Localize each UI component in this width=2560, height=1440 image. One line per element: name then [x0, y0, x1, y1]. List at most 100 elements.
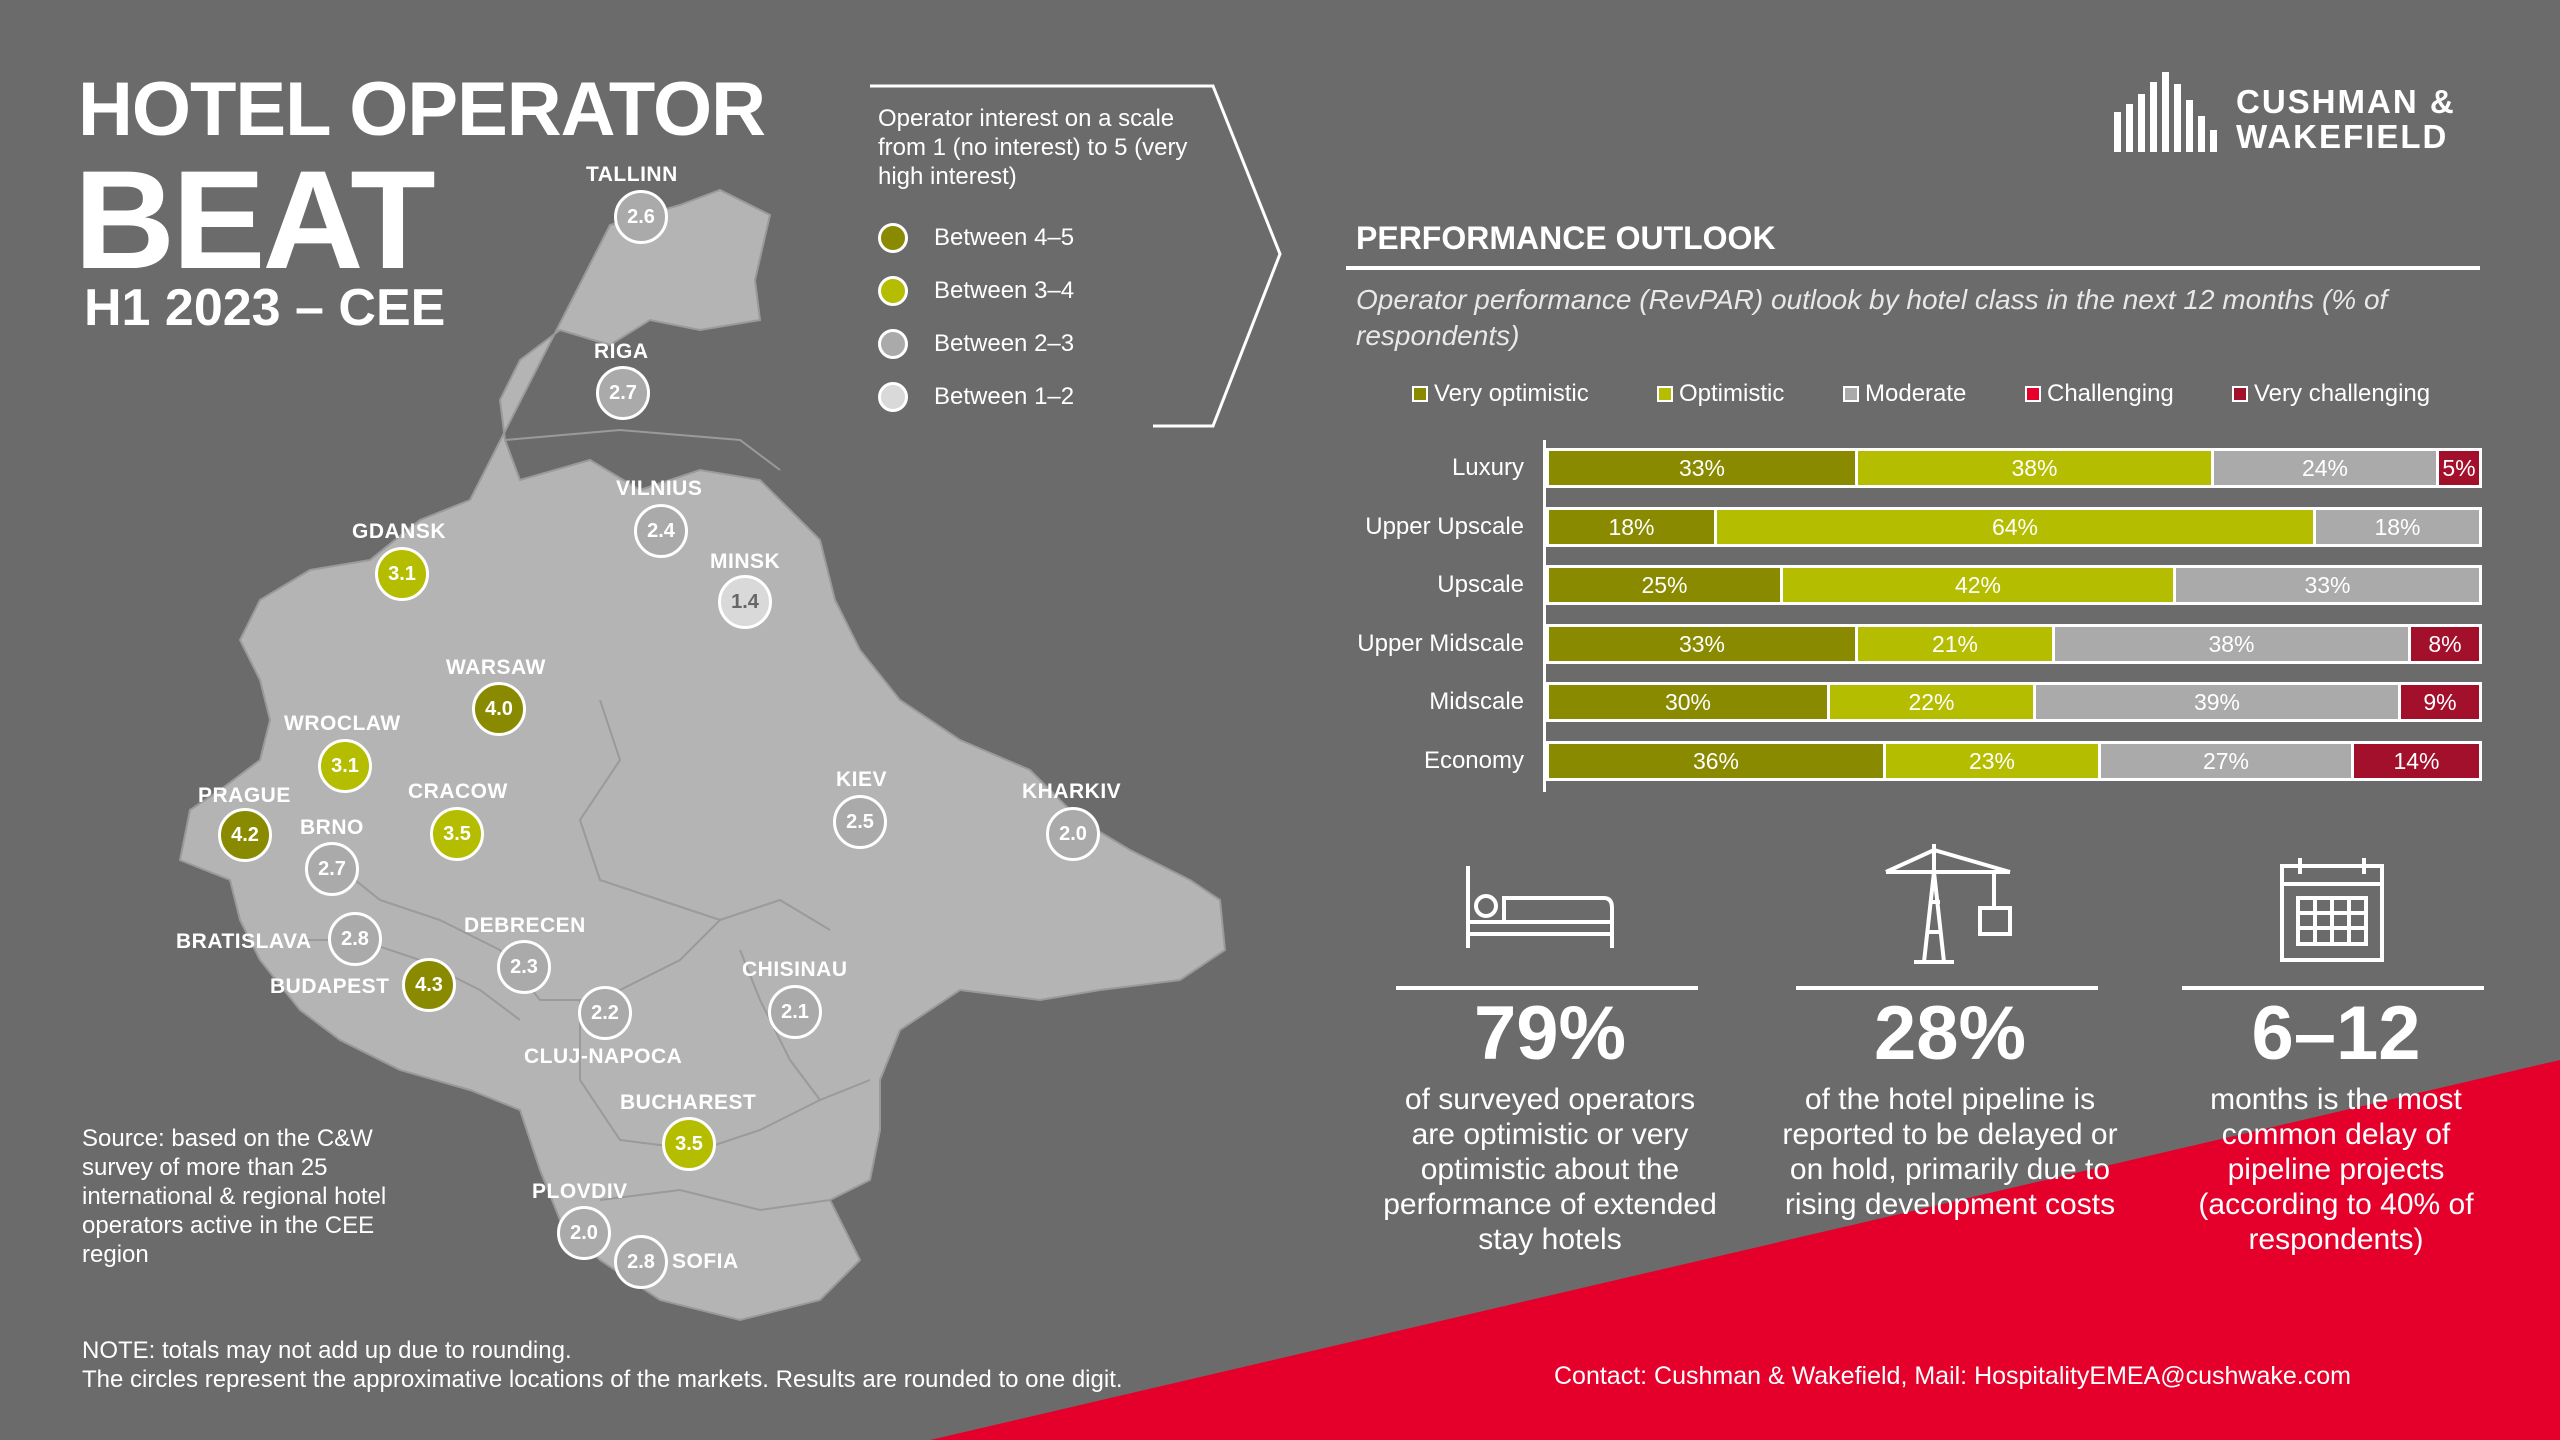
- bar-category-label: Economy: [1423, 747, 1524, 774]
- legend-dot: [878, 223, 908, 253]
- city-label: VILNIUS: [616, 477, 703, 500]
- city-value-circle: 2.4: [634, 504, 688, 558]
- city-label: KIEV: [836, 768, 888, 791]
- chart-legend-item: Challenging: [2025, 380, 2174, 408]
- title-line-1: HOTEL OPERATOR: [78, 67, 766, 152]
- bar-segment: 33%: [2173, 565, 2482, 606]
- logo-line-2: WAKEFIELD: [2236, 118, 2449, 155]
- bar-segment: 33%: [1546, 623, 1855, 664]
- red-accent-triangle: [930, 1060, 2560, 1440]
- bar-category-label: Luxury: [1451, 454, 1524, 481]
- legend-label: Between 2–3: [934, 330, 1075, 357]
- stat-value-1: 79%: [1473, 991, 1627, 1076]
- chart-legend-item: Optimistic: [1657, 380, 1784, 408]
- city-label: CRACOW: [408, 780, 508, 803]
- city-value-circle: 2.3: [497, 940, 551, 994]
- city-value-circle: 3.5: [430, 807, 484, 861]
- stat-text-2: of the hotel pipeline is reported to be …: [1782, 1083, 2118, 1221]
- city-value-circle: 4.0: [472, 682, 526, 736]
- logo-text: CUSHMAN & WAKEFIELD: [2236, 84, 2456, 154]
- legend-label: Between 3–4: [934, 277, 1075, 304]
- chart-legend-swatch: [2232, 386, 2248, 402]
- legend-label: Between 1–2: [934, 383, 1075, 410]
- bed-icon: [1466, 866, 1614, 948]
- city-value-circle: 2.8: [614, 1235, 668, 1289]
- bar-segment: 5%: [2436, 448, 2482, 488]
- legend-dot: [878, 382, 908, 412]
- bar-segment: 18%: [1546, 506, 1714, 547]
- bar-category-label: Upper Upscale: [1365, 512, 1524, 540]
- bar-segment: 27%: [2098, 741, 2351, 781]
- contact-info: Contact: Cushman & Wakefield, Mail: Hosp…: [1554, 1362, 2351, 1390]
- cee-map-silhouette: [178, 188, 1227, 1322]
- chart-legend-item: Moderate: [1843, 380, 1966, 408]
- legend-dot: [878, 329, 908, 359]
- performance-subtitle: Operator performance (RevPAR) outlook by…: [1356, 284, 2388, 351]
- chart-legend-label: Challenging: [2047, 380, 2174, 407]
- city-label: BUDAPEST: [270, 975, 390, 998]
- bar-segment: 39%: [2033, 682, 2398, 723]
- city-label: KHARKIV: [1022, 780, 1122, 803]
- title-line-2: BEAT: [74, 141, 436, 298]
- city-value-circle: 3.1: [318, 739, 372, 793]
- city-label: DEBRECEN: [464, 914, 586, 937]
- city-label: BRATISLAVA: [176, 930, 312, 953]
- bar-segment: 42%: [1780, 565, 2173, 606]
- chart-legend-item: Very challenging: [2232, 380, 2430, 408]
- stat-value-2: 28%: [1873, 991, 2027, 1076]
- city-label: BRNO: [300, 816, 364, 839]
- chart-legend-swatch: [2025, 386, 2041, 402]
- bar-segment: 23%: [1883, 741, 2098, 781]
- chart-legend-label: Optimistic: [1679, 380, 1785, 407]
- city-value-circle: 2.0: [1046, 807, 1100, 861]
- chart-legend-label: Very challenging: [2254, 380, 2431, 407]
- bar-segment: 8%: [2408, 623, 2482, 664]
- stat-text-1: of surveyed operators are optimistic or …: [1383, 1083, 1717, 1256]
- crane-icon: [1885, 844, 2012, 964]
- city-value-circle: 1.4: [718, 575, 772, 629]
- bar-segment: 38%: [1855, 448, 2211, 488]
- city-label: TALLINN: [586, 163, 678, 186]
- performance-divider: [1346, 266, 2480, 270]
- city-label: BUCHAREST: [620, 1091, 757, 1114]
- legend-item-4-5: Between 4–5: [878, 223, 1074, 253]
- bar-segment: 22%: [1827, 682, 2033, 723]
- chart-axis-line: [1543, 440, 1546, 792]
- city-value-circle: 2.5: [833, 795, 887, 849]
- city-label: CLUJ-NAPOCA: [524, 1045, 683, 1068]
- city-value-circle: 2.2: [578, 986, 632, 1040]
- bar-category-label: Midscale: [1429, 688, 1524, 716]
- city-label: CHISINAU: [742, 958, 848, 981]
- city-value-circle: 4.3: [402, 958, 456, 1012]
- bar-category-label: Upper Midscale: [1357, 629, 1524, 657]
- city-value-circle: 2.7: [305, 842, 359, 896]
- logo-line-1: CUSHMAN &: [2236, 83, 2456, 120]
- bar-segment: 30%: [1546, 682, 1827, 723]
- source-note: Source: based on the C&W survey of more …: [82, 1125, 387, 1268]
- chart-legend-label: Very optimistic: [1434, 380, 1589, 407]
- footnote: NOTE: totals may not add up due to round…: [82, 1336, 1123, 1394]
- legend-label: Between 4–5: [934, 224, 1075, 251]
- city-value-circle: 2.1: [768, 985, 822, 1039]
- footnote-line-2: The circles represent the approximative …: [82, 1366, 1123, 1393]
- chart-legend-swatch: [1843, 386, 1859, 402]
- performance-title: PERFORMANCE OUTLOOK: [1356, 220, 1776, 256]
- city-value-circle: 3.5: [662, 1117, 716, 1171]
- city-value-circle: 2.0: [557, 1206, 611, 1260]
- bar-segment: 24%: [2211, 448, 2436, 488]
- legend-intro: Operator interest on a scale from 1 (no …: [878, 105, 1188, 190]
- bar-segment: 38%: [2052, 623, 2408, 664]
- city-value-circle: 4.2: [218, 808, 272, 862]
- bar-segment: 33%: [1546, 448, 1855, 488]
- bar-segment: 36%: [1546, 741, 1883, 781]
- city-label: PRAGUE: [198, 784, 291, 807]
- legend-item-1-2: Between 1–2: [878, 382, 1074, 412]
- city-label: RIGA: [594, 340, 649, 363]
- footnote-line-1: NOTE: totals may not add up due to round…: [82, 1337, 572, 1364]
- city-label: WARSAW: [446, 656, 546, 679]
- bar-segment: 25%: [1546, 565, 1780, 606]
- city-label: PLOVDIV: [532, 1180, 628, 1203]
- stat-divider-1: [1396, 986, 1698, 990]
- bar-segment: 18%: [2313, 506, 2482, 547]
